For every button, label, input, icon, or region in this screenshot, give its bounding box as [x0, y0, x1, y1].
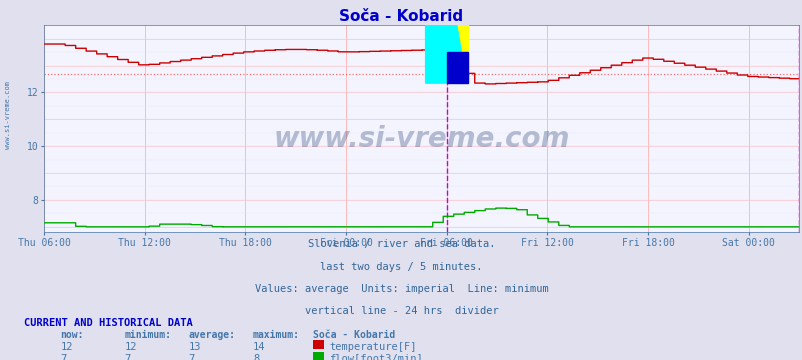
Text: 13: 13: [188, 342, 201, 352]
Text: 12: 12: [124, 342, 137, 352]
Polygon shape: [446, 52, 468, 83]
Text: last two days / 5 minutes.: last two days / 5 minutes.: [320, 262, 482, 272]
Text: 12: 12: [60, 342, 73, 352]
Text: 7: 7: [60, 354, 67, 360]
Text: Slovenia / river and sea data.: Slovenia / river and sea data.: [307, 239, 495, 249]
Polygon shape: [456, 21, 468, 83]
Text: 8: 8: [253, 354, 259, 360]
Text: www.si-vreme.com: www.si-vreme.com: [5, 81, 11, 149]
Text: 7: 7: [188, 354, 195, 360]
Text: 7: 7: [124, 354, 131, 360]
Text: Values: average  Units: imperial  Line: minimum: Values: average Units: imperial Line: mi…: [254, 284, 548, 294]
Text: maximum:: maximum:: [253, 330, 300, 341]
Polygon shape: [425, 21, 468, 83]
Text: average:: average:: [188, 330, 236, 341]
Text: Soča - Kobarid: Soča - Kobarid: [313, 330, 395, 341]
Text: minimum:: minimum:: [124, 330, 172, 341]
Text: temperature[F]: temperature[F]: [329, 342, 416, 352]
Text: CURRENT AND HISTORICAL DATA: CURRENT AND HISTORICAL DATA: [24, 318, 192, 328]
Text: now:: now:: [60, 330, 83, 341]
Text: vertical line - 24 hrs  divider: vertical line - 24 hrs divider: [304, 306, 498, 316]
Text: www.si-vreme.com: www.si-vreme.com: [273, 125, 569, 153]
Text: Soča - Kobarid: Soča - Kobarid: [339, 9, 463, 24]
Text: 14: 14: [253, 342, 265, 352]
Text: flow[foot3/min]: flow[foot3/min]: [329, 354, 423, 360]
